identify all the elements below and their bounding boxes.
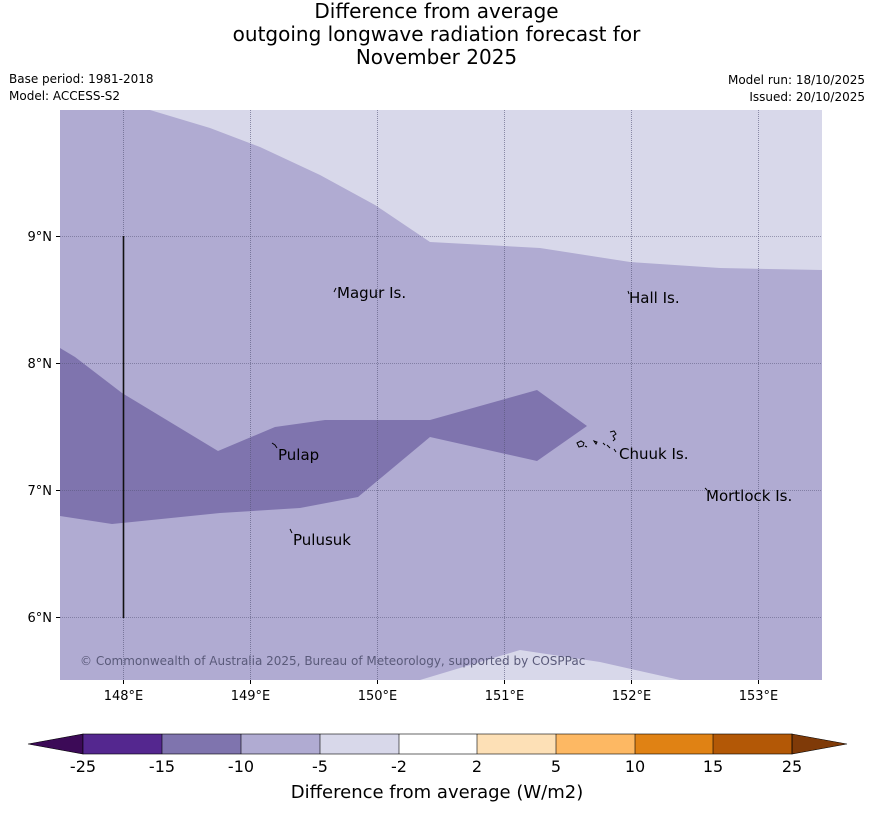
colorbar-tick-label: 15 xyxy=(703,757,723,776)
axis-ticks xyxy=(56,236,759,684)
colorbar-segment-3 xyxy=(241,734,320,754)
place-label-chuuk: Chuuk Is. xyxy=(619,445,688,463)
issued-text: Issued: 20/10/2025 xyxy=(749,90,865,104)
colorbar-segment-5 xyxy=(399,734,477,754)
meta-left: Base period: 1981-2018 Model: ACCESS-S2 xyxy=(9,71,154,105)
place-label-pulusuk: Pulusuk xyxy=(293,531,351,549)
lat-label-7: 7°N xyxy=(28,484,53,499)
colorbar-segment-1 xyxy=(83,734,162,754)
colorbar-tick-label: -15 xyxy=(149,757,175,776)
colorbar-tick-label: 10 xyxy=(625,757,645,776)
anomaly-region-minus5-minus2-north xyxy=(460,110,822,176)
colorbar-tick-label: -2 xyxy=(391,757,407,776)
graticule xyxy=(60,110,822,680)
colorbar-title: Difference from average (W/m2) xyxy=(291,782,583,803)
lon-label-152: 152°E xyxy=(612,689,652,704)
anomaly-region-minus5-minus2-south xyxy=(420,650,680,680)
colorbar-tick-label: -10 xyxy=(228,757,254,776)
colorbar-segment-4 xyxy=(320,734,399,754)
place-label-hall: Hall Is. xyxy=(629,289,680,307)
colorbar-tick-label: -5 xyxy=(312,757,328,776)
lon-label-150: 150°E xyxy=(358,689,398,704)
chart-title: Difference from average outgoing longwav… xyxy=(0,0,873,69)
colorbar-segment-6 xyxy=(477,734,556,754)
island-pulusuk xyxy=(289,528,293,534)
lon-label-149: 149°E xyxy=(231,689,271,704)
island-pulap xyxy=(271,442,278,449)
base-period-text: Base period: 1981-2018 xyxy=(9,72,154,86)
island-magur xyxy=(333,287,337,293)
lon-label-153: 153°E xyxy=(739,689,779,704)
colorbar: -25 -15 -10 -5 -2 2 5 10 15 25 Differenc… xyxy=(27,733,848,803)
place-label-pulap: Pulap xyxy=(278,446,319,464)
copyright-notice: © Commonwealth of Australia 2025, Bureau… xyxy=(80,654,585,668)
colorbar-segment-8 xyxy=(635,734,713,754)
model-text: Model: ACCESS-S2 xyxy=(9,89,121,103)
island-hall xyxy=(627,290,630,295)
place-label-magur: Magur Is. xyxy=(337,284,406,302)
anomaly-region-minus15-minus10 xyxy=(60,348,587,524)
map-area: Magur Is. Hall Is. Pulap Chuuk Is. Mortl… xyxy=(60,110,822,680)
colorbar-segment-2 xyxy=(162,734,241,754)
colorbar-segment-7 xyxy=(556,734,635,754)
island-mortlock xyxy=(704,487,708,491)
colorbar-tick-label: 5 xyxy=(551,757,561,776)
colorbar-segment-9 xyxy=(713,734,792,754)
title-line-1: Difference from average xyxy=(314,0,559,23)
island-outlines xyxy=(271,287,708,534)
colorbar-over-arrow xyxy=(791,733,848,755)
colorbar-tick-label: -25 xyxy=(70,757,96,776)
title-line-2: outgoing longwave radiation forecast for xyxy=(232,22,641,46)
lon-label-148: 148°E xyxy=(104,689,144,704)
lat-label-6: 6°N xyxy=(28,611,53,626)
place-label-mortlock: Mortlock Is. xyxy=(706,487,792,505)
title-line-3: November 2025 xyxy=(355,45,518,69)
lat-label-9: 9°N xyxy=(28,230,53,245)
lat-label-8: 8°N xyxy=(28,357,53,372)
model-run-text: Model run: 18/10/2025 xyxy=(727,73,865,87)
lon-label-151: 151°E xyxy=(485,689,525,704)
meta-right: Model run: 18/10/2025 Issued: 20/10/2025 xyxy=(728,72,865,106)
colorbar-tick-label: 25 xyxy=(782,757,802,776)
island-chuuk-lagoon xyxy=(576,430,617,453)
colorbar-tick-label: 2 xyxy=(472,757,482,776)
colorbar-under-arrow xyxy=(27,733,84,755)
